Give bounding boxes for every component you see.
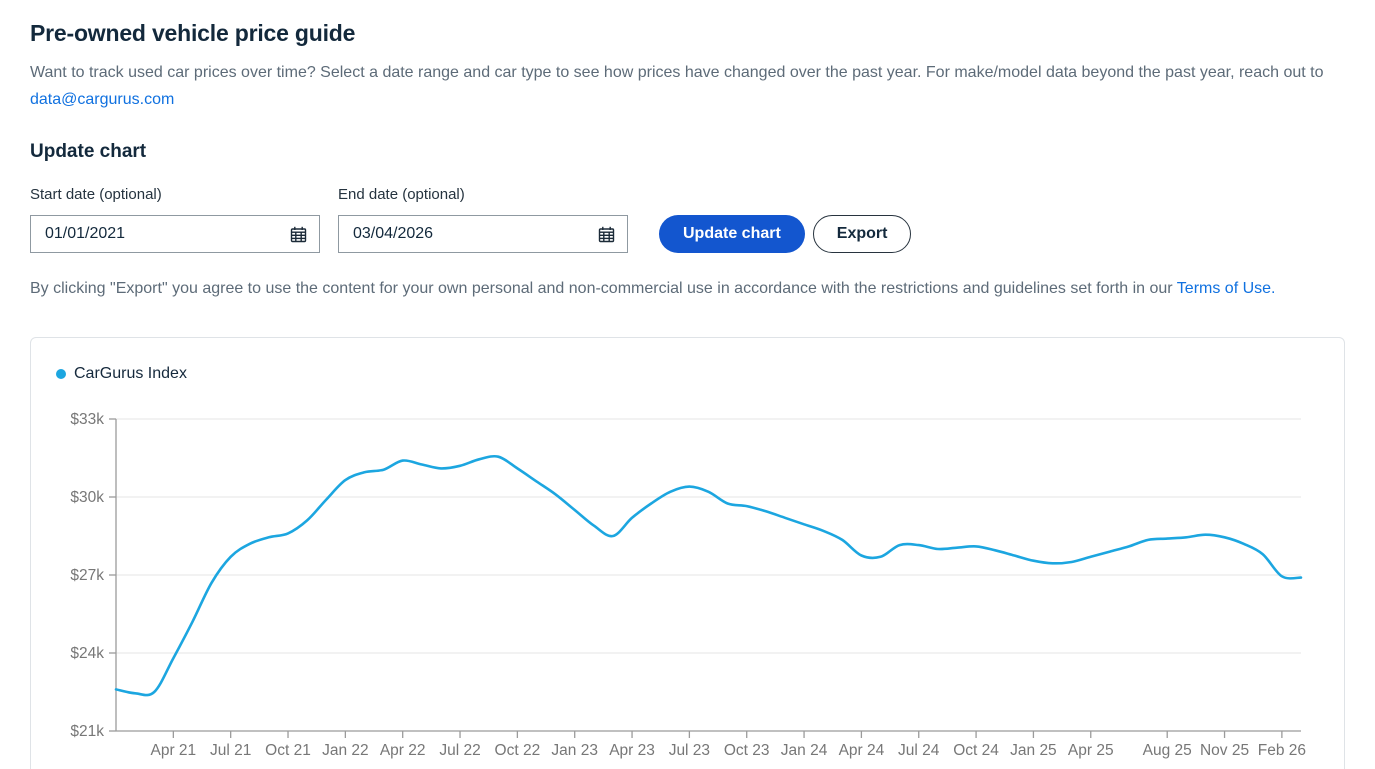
x-axis-label: Apr 23 (609, 742, 655, 759)
update-chart-heading: Update chart (30, 141, 147, 162)
x-axis-label: Oct 24 (953, 742, 999, 759)
y-axis-label: $33k (70, 411, 104, 428)
y-axis-label: $30k (70, 489, 104, 506)
legend-item-cargurus-index[interactable]: CarGurus Index (56, 365, 187, 383)
x-axis-label: Nov 25 (1200, 742, 1249, 759)
export-legal-text: By clicking "Export" you agree to use th… (30, 280, 1177, 297)
date-form: Start date (optional) End date (optional… (30, 186, 1347, 253)
chart-plot[interactable]: $33k $30k $27k $24k $21k Apr 21 Jul 21 Oct 21 Ja… (31, 338, 1344, 769)
page-description: Want to track used car prices over time?… (30, 59, 1347, 113)
x-axis-label: Jul 22 (439, 742, 480, 759)
price-line (114, 454, 1303, 697)
x-axis-label: Oct 21 (265, 742, 311, 759)
start-date-input[interactable] (43, 224, 290, 244)
update-chart-button[interactable]: Update chart (659, 215, 805, 253)
page-title: Pre-owned vehicle price guide (30, 20, 356, 46)
x-axis-label: Jan 25 (1010, 742, 1057, 759)
y-axis-label: $27k (70, 567, 104, 584)
x-axis-label: Feb 26 (1258, 742, 1306, 759)
end-date-field-group: End date (optional) (338, 186, 628, 253)
start-date-input-wrap (30, 215, 320, 253)
x-axis-label: Apr 25 (1068, 742, 1114, 759)
end-date-label: End date (optional) (338, 186, 465, 203)
x-axis-label: Oct 23 (724, 742, 770, 759)
x-axis-label: Aug 25 (1143, 742, 1192, 759)
export-button[interactable]: Export (812, 215, 912, 253)
end-date-input[interactable] (351, 224, 598, 244)
chart-card: CarGurus Index $33k $30k $27k $24k $21k Apr 2… (30, 337, 1345, 769)
terms-of-use-link[interactable]: Terms of Use. (1176, 280, 1276, 297)
x-axis-label: Apr 22 (380, 742, 426, 759)
x-axis-label: Jan 24 (781, 742, 828, 759)
start-date-label: Start date (optional) (30, 186, 162, 203)
x-axis-label: Apr 24 (839, 742, 885, 759)
y-axis-label: $21k (70, 723, 104, 740)
calendar-icon[interactable] (290, 226, 307, 243)
x-axis-label: Jul 23 (669, 742, 710, 759)
data-email-link[interactable]: data@cargurus.com (30, 91, 175, 108)
legend-label: CarGurus Index (74, 365, 187, 382)
x-axis-label: Jul 21 (210, 742, 251, 759)
end-date-input-wrap (338, 215, 628, 253)
calendar-icon[interactable] (598, 226, 615, 243)
x-axis-label: Jul 24 (898, 742, 940, 759)
y-axis-label: $24k (70, 645, 104, 662)
x-axis-label: Jan 22 (322, 742, 369, 759)
legend-dot-icon (56, 369, 66, 379)
x-axis-label: Apr 21 (151, 742, 197, 759)
start-date-field-group: Start date (optional) (30, 186, 320, 253)
x-axis-label: Oct 22 (495, 742, 541, 759)
export-legal-note: By clicking "Export" you agree to use th… (30, 275, 1347, 302)
form-buttons: Update chart Export (659, 215, 912, 253)
x-axis-label: Jan 23 (551, 742, 598, 759)
description-text: Want to track used car prices over time?… (30, 64, 1324, 81)
